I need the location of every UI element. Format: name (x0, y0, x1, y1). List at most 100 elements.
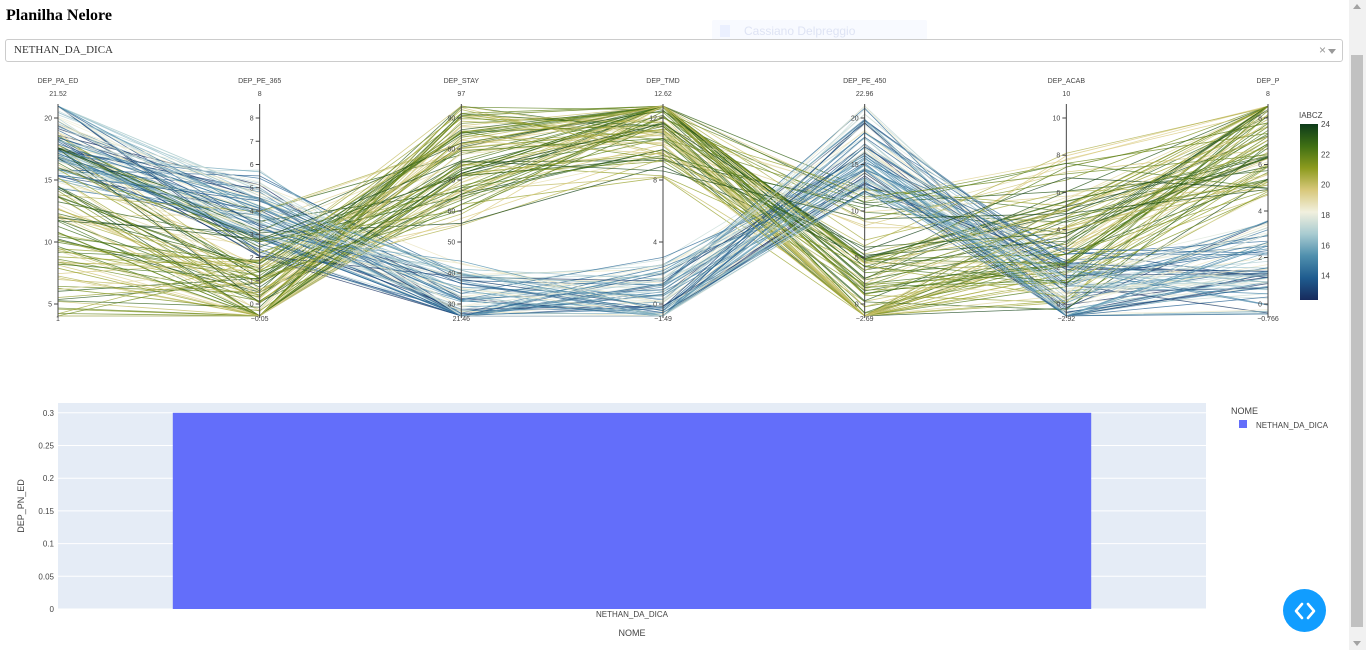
axis-tick-label: 80 (448, 147, 456, 154)
colorbar-tick-label: 22 (1321, 150, 1330, 159)
colorbar (1300, 124, 1318, 300)
axis-min-label: 21.46 (453, 316, 471, 323)
axis-tick-label: 0 (855, 302, 859, 309)
axis-tick-label: 3 (250, 232, 254, 239)
y-tick-label: 0.25 (38, 442, 54, 451)
axis-tick-label: 20 (44, 116, 52, 123)
axis-title: DEP_STAY (444, 78, 480, 85)
axis-min-label: −1.49 (654, 316, 672, 323)
axis-title: DEP_PE_365 (238, 78, 281, 85)
clear-icon[interactable]: × (1318, 43, 1326, 57)
axis-tick-label: 2 (1258, 255, 1262, 262)
axis-tick-label: 30 (448, 302, 456, 309)
axis-tick-label: 40 (448, 271, 456, 278)
legend-swatch (1239, 420, 1247, 428)
axis-tick-label: 7 (250, 139, 254, 146)
parcoords-axis[interactable]: DEP_PA_ED 21.52 15 10 15 20 (38, 78, 79, 323)
axis-tick-label: 10 (1053, 116, 1061, 123)
axis-tick-label: 1 (250, 278, 254, 285)
axis-tick-label: 10 (44, 240, 52, 247)
caret-down-icon[interactable] (1328, 49, 1336, 54)
colorbar-tick-label: 18 (1321, 211, 1330, 220)
axis-max-label: 8 (1266, 91, 1270, 98)
ghost-button[interactable]: Cassiano Delpreggio (712, 20, 927, 42)
axis-tick-label: 0 (1056, 302, 1060, 309)
axis-max-label: 97 (457, 91, 465, 98)
axis-tick-label: 20 (851, 116, 859, 123)
axis-tick-label: 8 (1258, 116, 1262, 123)
axis-tick-label: 0 (250, 302, 254, 309)
axis-tick-label: 12 (649, 116, 657, 123)
axis-tick-label: 2 (250, 255, 254, 262)
scroll-up-arrow-icon[interactable] (1353, 4, 1361, 9)
parallel-coordinates-chart[interactable]: DEP_PA_ED21.5215101520DEP_PE_3658−0.0501… (0, 70, 1345, 340)
axis-tick-label: 4 (250, 209, 254, 216)
colorbar-tick-label: 24 (1321, 120, 1330, 129)
parcoords-axis[interactable]: DEP_TMD 12.62 −1.49 0 4 8 12 (646, 78, 679, 323)
axis-tick-label: 6 (1258, 162, 1262, 169)
axis-tick-label: 5 (48, 302, 52, 309)
legend-label: NETHAN_DA_DICA (1256, 421, 1329, 430)
axis-max-label: 22.96 (856, 91, 874, 98)
parcoords-axis[interactable]: DEP_STAY 97 21.46 30 40 50 60 70 80 90 (444, 78, 480, 323)
axis-title: DEP_TMD (646, 78, 679, 85)
colorbar-tick-label: 16 (1321, 241, 1330, 250)
bar-chart[interactable]: 0 0.05 0.1 0.15 0.2 0.25 0.3 NETHAN_DA_DICA NOME… (0, 395, 1345, 650)
axis-max-label: 10 (1062, 91, 1070, 98)
y-tick-label: 0.1 (43, 540, 55, 549)
axis-tick-label: 0 (653, 302, 657, 309)
x-tick-label: NETHAN_DA_DICA (596, 610, 669, 619)
y-tick-label: 0.3 (43, 409, 55, 418)
ghost-icon (720, 25, 730, 37)
axis-title: DEP_PE_450 (843, 78, 886, 85)
legend-item[interactable]: NETHAN_DA_DICA (1239, 420, 1329, 430)
axis-tick-label: 5 (855, 255, 859, 262)
axis-tick-label: 6 (250, 162, 254, 169)
axis-tick-label: 4 (1258, 209, 1262, 216)
y-tick-label: 0.2 (43, 474, 55, 483)
parcoords-axis[interactable]: DEP_PE_365 8 −0.05 0 1 2 3 4 5 6 7 8 (238, 78, 281, 323)
axis-tick-label: 60 (448, 209, 456, 216)
axis-max-label: 8 (258, 91, 262, 98)
axis-min-label: −0.05 (251, 316, 269, 323)
bar[interactable] (172, 412, 1092, 609)
y-tick-label: 0.15 (38, 507, 54, 516)
axis-tick-label: 0 (1258, 302, 1262, 309)
axis-title: DEP_ACAB (1048, 78, 1086, 85)
y-axis-title: DEP_PN_ED (16, 479, 26, 533)
axis-tick-label: 10 (851, 209, 859, 216)
axis-min-label: 1 (56, 316, 60, 323)
x-axis-title: NOME (619, 628, 646, 638)
axis-min-label: −2.92 (1057, 316, 1075, 323)
y-tick-label: 0.05 (38, 572, 54, 581)
axis-tick-label: 8 (653, 178, 657, 185)
y-tick-label: 0 (50, 605, 55, 614)
axis-tick-label: 15 (851, 162, 859, 169)
dropdown-selected-value: NETHAN_DA_DICA (14, 44, 113, 56)
parcoords-axis[interactable]: DEP_PE_450 22.96 −2.69 0 5 10 15 20 (843, 78, 886, 323)
axis-max-label: 12.62 (654, 91, 672, 98)
axis-min-label: −0.766 (1257, 316, 1279, 323)
axis-tick-label: 2 (1056, 264, 1060, 271)
axis-tick-label: 4 (653, 240, 657, 247)
axis-tick-label: 70 (448, 178, 456, 185)
scroll-down-arrow-icon[interactable] (1353, 641, 1361, 646)
axis-tick-label: 4 (1056, 227, 1060, 234)
axis-tick-label: 8 (1056, 153, 1060, 160)
scrollbar-thumb[interactable] (1351, 55, 1363, 627)
axis-min-label: −2.69 (856, 316, 874, 323)
axis-tick-label: 90 (448, 116, 456, 123)
page-title: Planilha Nelore (6, 7, 112, 24)
code-brackets-icon[interactable] (1283, 589, 1326, 632)
legend-title: NOME (1231, 406, 1258, 416)
axis-tick-label: 5 (250, 185, 254, 192)
animal-select-dropdown[interactable]: NETHAN_DA_DICA × (5, 39, 1343, 62)
colorbar-tick-label: 14 (1321, 272, 1330, 281)
parcoords-axis[interactable]: DEP_ACAB 10 −2.92 0 2 4 6 8 10 (1048, 78, 1086, 323)
axis-tick-label: 15 (44, 178, 52, 185)
parcoords-axis[interactable]: DEP_P 8 −0.766 0 2 4 6 8 (1257, 78, 1280, 323)
page-scrollbar[interactable] (1349, 0, 1366, 650)
colorbar-title: IABCZ (1299, 111, 1323, 120)
ghost-button-label: Cassiano Delpreggio (744, 24, 856, 38)
axis-title: DEP_P (1257, 78, 1280, 85)
